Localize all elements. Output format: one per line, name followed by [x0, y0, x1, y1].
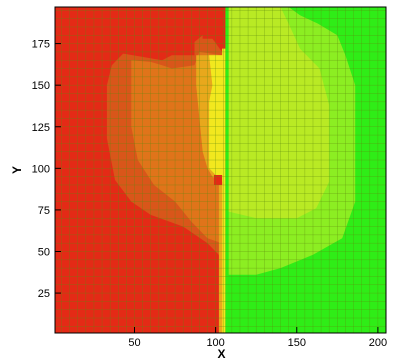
y-tick-label: 150 [32, 80, 50, 92]
contour-region-yellow_green [228, 7, 330, 219]
contour-region-red [214, 175, 223, 185]
plot-frame [54, 6, 387, 334]
mesh-grid [55, 7, 387, 333]
contour-region-green [225, 7, 229, 333]
contour-region-yellow_orange [218, 181, 223, 333]
contour-region-yellow [209, 48, 226, 333]
y-tick-label: 125 [32, 122, 50, 134]
contour-region-red [202, 7, 223, 39]
y-tick-label: 50 [38, 247, 50, 259]
contour-regions [55, 7, 386, 333]
x-tick-label: 100 [206, 337, 224, 349]
y-tick-label: 175 [32, 39, 50, 51]
x-axis: 50 100 150 200 [128, 327, 387, 349]
y-axis-label: Y [10, 166, 24, 174]
y-tick-label: 100 [32, 163, 50, 175]
y-axis: 25 50 75 100 125 150 175 [32, 39, 61, 300]
y-tick-label: 75 [38, 205, 50, 217]
x-tick-label: 200 [369, 337, 387, 349]
x-axis-label: X [217, 347, 225, 360]
x-tick-label: 50 [128, 337, 140, 349]
x-tick-label: 150 [288, 337, 306, 349]
y-tick-label: 25 [38, 288, 50, 300]
